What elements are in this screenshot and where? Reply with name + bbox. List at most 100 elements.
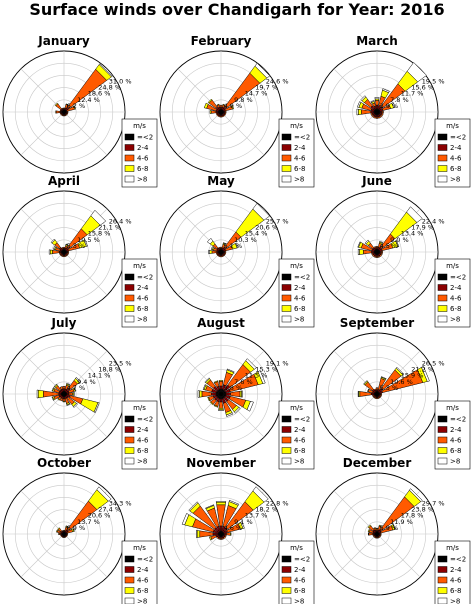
legend-label: 4-6: [137, 295, 149, 303]
legend-label: >8: [137, 176, 147, 184]
legend-label: 6-8: [137, 587, 148, 595]
wind-bar: [58, 532, 62, 536]
legend-label: 6-8: [137, 305, 148, 313]
legend-label: 6-8: [450, 587, 461, 595]
panel-title: July: [51, 316, 77, 330]
legend-label: =<2: [137, 556, 153, 564]
legend: m/s =<2 2-4 4-6 6-8 >8: [121, 540, 158, 604]
wind-bar: [375, 528, 379, 531]
legend-swatch: [281, 576, 292, 584]
legend-swatch: [437, 144, 448, 151]
legend-swatch: [124, 457, 135, 465]
grid-spoke: [376, 533, 421, 578]
wind-bar: [211, 392, 217, 396]
legend-label: =<2: [294, 556, 310, 564]
ring-label: 18.6 %: [88, 90, 111, 98]
legend-label: >8: [450, 176, 460, 184]
legend-label: >8: [294, 176, 304, 184]
legend-label: 6-8: [294, 305, 305, 313]
wind-bar: [55, 110, 61, 114]
legend: m/s =<2 2-4 4-6 6-8 >8: [278, 118, 315, 188]
legend-swatch: [281, 154, 292, 162]
legend-label: >8: [137, 598, 147, 604]
legend-swatch: [437, 447, 448, 454]
legend-title: m/s: [290, 404, 303, 412]
wind-bar: [379, 110, 383, 114]
legend-swatch: [281, 305, 292, 312]
legend-swatch: [124, 415, 135, 423]
legend-swatch: [437, 555, 448, 563]
legend-label: =<2: [294, 274, 310, 282]
legend-label: 2-4: [450, 566, 462, 574]
legend-label: >8: [450, 458, 460, 466]
legend-label: =<2: [450, 274, 466, 282]
ring-label: 4.5 %: [380, 242, 399, 250]
panel-title: September: [340, 316, 414, 330]
legend-frame: [434, 400, 471, 470]
legend-swatch: [437, 284, 448, 291]
panel-title: August: [197, 316, 245, 330]
legend-title: m/s: [133, 262, 146, 270]
panel-title: February: [191, 34, 252, 48]
ring-label: 24.6 %: [266, 78, 289, 86]
legend-swatch: [281, 165, 292, 172]
ring-label: 15.6 %: [411, 84, 434, 92]
wind-bar: [218, 389, 222, 395]
legend-swatch: [124, 154, 135, 162]
legend-swatch: [281, 273, 292, 281]
ring-label: 23.8 %: [411, 506, 434, 514]
grid-spoke: [376, 111, 421, 156]
grid-spoke: [63, 251, 108, 296]
legend-frame: [121, 400, 158, 470]
grid-spoke: [20, 393, 65, 438]
legend-title: m/s: [446, 122, 459, 130]
grid-spoke: [376, 251, 421, 296]
legend-swatch: [281, 457, 292, 465]
ring-label: 11.7 %: [401, 90, 424, 98]
windrose-february: February 4.9 %9.8 %14.7 %19.7 %24.6 % m/s =…: [159, 34, 315, 188]
windrose-november: November 4.6 %9.1 %13.7 %18.2 %22.8 % m/s =…: [159, 456, 315, 604]
legend-title: m/s: [133, 404, 146, 412]
grid-spoke: [20, 533, 65, 578]
grid-spoke: [20, 251, 65, 296]
ring-label: 17.9 %: [411, 224, 434, 232]
ring-label: 20.6 %: [255, 224, 278, 232]
legend-swatch: [437, 597, 448, 604]
legend-swatch: [281, 597, 292, 604]
legend-title: m/s: [290, 544, 303, 552]
wind-bar: [62, 531, 65, 535]
windrose-december: December 5.9 %11.9 %17.8 %23.8 %29.7 % m/s…: [315, 456, 471, 604]
legend-swatch: [124, 426, 135, 433]
legend-label: =<2: [294, 416, 310, 424]
ring-label: 15.4 %: [245, 230, 268, 238]
ring-label: 7.6 %: [234, 378, 253, 386]
grid-spoke: [63, 111, 108, 156]
ring-label: 23.5 %: [109, 360, 132, 368]
grid-spoke: [177, 111, 222, 156]
legend-label: 6-8: [294, 587, 305, 595]
legend-title: m/s: [446, 262, 459, 270]
grid-spoke: [333, 111, 378, 156]
legend-label: >8: [450, 598, 460, 604]
legend: m/s =<2 2-4 4-6 6-8 >8: [434, 118, 471, 188]
ring-label: 20.6 %: [88, 512, 111, 520]
legend-label: 4-6: [450, 577, 462, 585]
ring-label: 4.6 %: [224, 524, 243, 532]
legend-swatch: [437, 426, 448, 433]
ring-label: 6.2 %: [67, 102, 86, 110]
legend-title: m/s: [133, 544, 146, 552]
wind-bar: [226, 532, 231, 536]
legend-label: 2-4: [137, 284, 149, 292]
panel-title: May: [207, 174, 235, 188]
legend-swatch: [124, 133, 135, 141]
panel-title: October: [37, 456, 91, 470]
legend: m/s =<2 2-4 4-6 6-8 >8: [121, 118, 158, 188]
ring-label: 4.7 %: [67, 384, 86, 392]
legend-title: m/s: [290, 122, 303, 130]
wind-bar: [219, 109, 222, 113]
grid-spoke: [220, 111, 265, 156]
panel-title: December: [343, 456, 412, 470]
wind-bar: [375, 391, 378, 395]
legend-label: 2-4: [137, 566, 149, 574]
ring-label: 5.1 %: [224, 242, 243, 250]
